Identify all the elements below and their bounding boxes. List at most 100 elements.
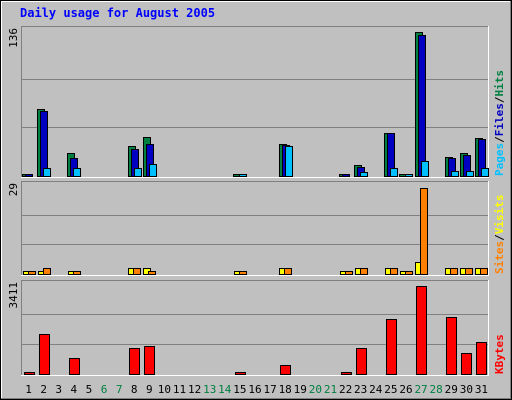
panel-kbytes: 3411 KBytes [7,280,506,376]
x-tick-label: 2 [40,383,47,396]
x-tick-label: 30 [460,383,473,396]
legend-entry: Hits [493,70,506,97]
legend-entry: / [493,96,506,103]
x-tick-label: 21 [324,383,337,396]
chart-panels: 136Pages/Files/Hits29Sites/Visits3411KBy… [7,26,506,376]
bar-sites [345,271,353,275]
legend: Sites/Visits [493,195,506,275]
legend-entry: Visits [493,195,506,235]
bar-sites [28,271,36,275]
bar-kbytes [129,348,140,375]
panel-background [21,181,489,276]
bar-sites [420,188,428,275]
legend: Pages/Files/Hits [493,70,506,176]
x-tick-label: 12 [188,383,201,396]
bar-sites [450,268,458,275]
bar-sites [239,271,247,275]
x-tick-label: 28 [430,383,443,396]
legend-entry: Files [493,103,506,136]
series-visits [23,262,483,275]
x-tick-label: 29 [445,383,458,396]
bar-files [25,174,33,177]
bar-kbytes [144,346,155,375]
series-files [25,35,486,177]
bar-kbytes [280,365,291,375]
bar-pages [285,146,293,177]
bar-sites [465,268,473,275]
x-tick-label: 4 [71,383,78,396]
bar-sites [405,271,413,275]
bar-pages [134,168,142,177]
series-pages [43,146,489,177]
bar-kbytes [69,358,80,375]
panel-background [21,280,489,376]
bar-kbytes [356,348,367,375]
bar-kbytes [24,372,35,375]
x-tick-label: 27 [414,383,427,396]
x-tick-label: 15 [233,383,246,396]
bar-pages [390,168,398,177]
bar-kbytes [386,319,397,375]
bar-sites [73,271,81,275]
x-tick-label: 23 [354,383,367,396]
bar-files [40,111,48,177]
x-tick-label: 31 [475,383,488,396]
bar-files [342,174,350,177]
legend-entry: / [493,136,506,143]
bar-sites [43,268,51,275]
series-kbytes [24,286,487,375]
legend-entry: Pages [493,143,506,176]
legend-entry: Sites [493,241,506,274]
x-tick-label: 25 [384,383,397,396]
bar-kbytes [39,334,50,375]
max-value-label: 29 [7,183,20,196]
x-tick-label: 26 [399,383,412,396]
x-tick-label: 1 [25,383,32,396]
x-tick-label: 10 [158,383,171,396]
bar-kbytes [476,342,487,375]
bar-sites [133,268,141,275]
bar-kbytes [235,372,246,375]
bar-sites [148,271,156,275]
x-tick-label: 19 [294,383,307,396]
x-tick-label: 17 [263,383,276,396]
x-tick-label: 14 [218,383,232,396]
x-tick-label: 6 [101,383,108,396]
bar-files [418,35,426,177]
bar-pages [466,171,474,177]
x-tick-label: 8 [131,383,138,396]
bar-kbytes [416,286,427,375]
x-tick-label: 5 [86,383,93,396]
bar-sites [480,268,488,275]
max-value-label: 136 [7,28,20,48]
bar-pages [421,161,429,177]
series-sites [28,188,488,275]
bar-pages [405,174,413,177]
x-tick-label: 3 [55,383,62,396]
bar-pages [481,168,489,177]
panel-background [21,26,489,178]
panel-visits: 29 Sites/Visits [7,181,506,276]
bar-pages [149,164,157,177]
bar-sites [360,268,368,275]
legend-entry: KBytes [493,334,506,374]
bar-pages [451,171,459,177]
legend: KBytes [493,334,506,374]
x-tick-label: 22 [339,383,352,396]
x-tick-label: 13 [203,383,216,396]
bar-kbytes [461,353,472,375]
x-tick-label: 9 [146,383,153,396]
x-tick-label: 24 [369,383,383,396]
legend-entry: / [493,234,506,241]
bar-pages [360,172,368,177]
bar-sites [284,268,292,275]
bar-sites [390,268,398,275]
x-tick-label: 20 [309,383,322,396]
x-tick-label: 11 [173,383,186,396]
x-tick-label: 18 [279,383,292,396]
bar-pages [239,174,247,177]
x-axis-labels: 1 2 3 4 5 6 7 8 9 10 11 12 13 14 15 16 17 18 19 20 21 22 23 24 2… [25,383,488,396]
bar-kbytes [446,317,457,375]
